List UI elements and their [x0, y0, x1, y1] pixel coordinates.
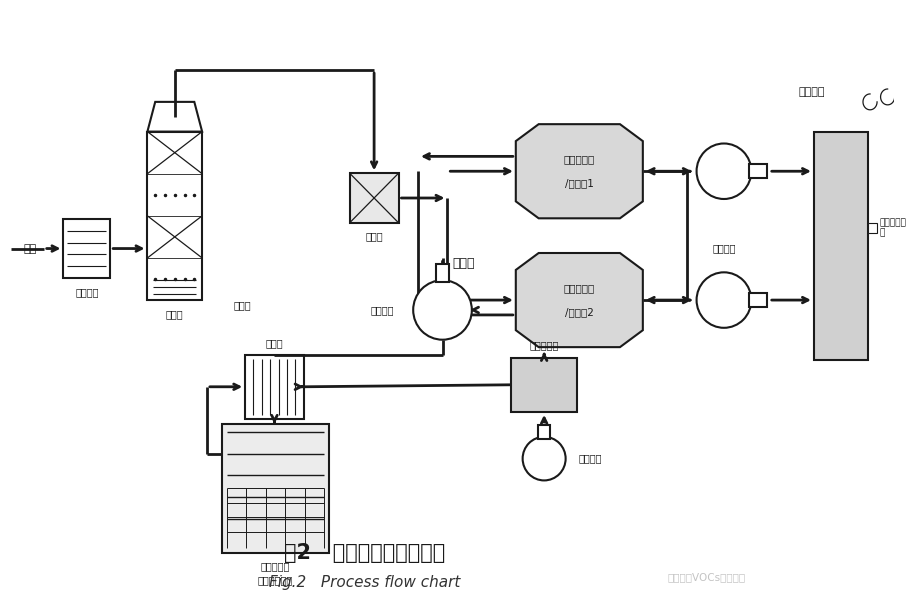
Text: 碱洗塔: 碱洗塔	[166, 309, 183, 319]
Bar	[349, 173, 398, 223]
Bar	[148, 132, 202, 300]
Text: 相章分享VOCs治理技术: 相章分享VOCs治理技术	[667, 573, 744, 582]
Text: （含电加热）: （含电加热）	[258, 576, 292, 585]
Text: 催化燃烧室: 催化燃烧室	[261, 561, 290, 571]
Text: 离心风机: 离心风机	[711, 244, 735, 253]
Text: Fig.2   Process flow chart: Fig.2 Process flow chart	[269, 575, 459, 590]
Polygon shape	[148, 102, 202, 132]
Text: 静电除油: 静电除油	[75, 287, 98, 297]
Circle shape	[522, 437, 565, 480]
Text: 补冷风机: 补冷风机	[578, 454, 601, 464]
Text: 除雾器: 除雾器	[365, 232, 383, 242]
Text: 换热器: 换热器	[265, 338, 283, 347]
Bar	[221, 424, 329, 553]
Text: /脱附塔1: /脱附塔1	[564, 178, 593, 188]
Bar	[510, 357, 577, 412]
Bar	[245, 355, 303, 419]
Bar	[813, 132, 866, 360]
Text: 在线监测探
头: 在线监测探 头	[878, 218, 906, 237]
Circle shape	[696, 272, 751, 328]
Text: /脱附塔2: /脱附塔2	[564, 307, 593, 317]
Text: 活性炭吸附: 活性炭吸附	[563, 154, 594, 164]
Text: 图2   废气处理工艺流程图: 图2 废气处理工艺流程图	[283, 543, 445, 563]
Bar	[866, 223, 876, 232]
Text: 新风口: 新风口	[452, 257, 475, 270]
Text: 脱附风机: 脱附风机	[370, 305, 394, 315]
Text: 活性炭吸附: 活性炭吸附	[563, 283, 594, 293]
Text: 废气: 废气	[24, 244, 36, 253]
Text: 混流换热器: 混流换热器	[529, 341, 558, 351]
Bar	[63, 219, 110, 278]
Text: 水洗塔: 水洗塔	[233, 300, 251, 310]
Circle shape	[413, 280, 471, 339]
Bar	[537, 425, 549, 439]
Polygon shape	[516, 124, 642, 218]
Bar	[435, 264, 449, 282]
Bar	[749, 164, 766, 178]
Bar	[749, 293, 766, 307]
Polygon shape	[516, 253, 642, 347]
Circle shape	[696, 143, 751, 199]
Text: 达标排放: 达标排放	[797, 87, 824, 97]
